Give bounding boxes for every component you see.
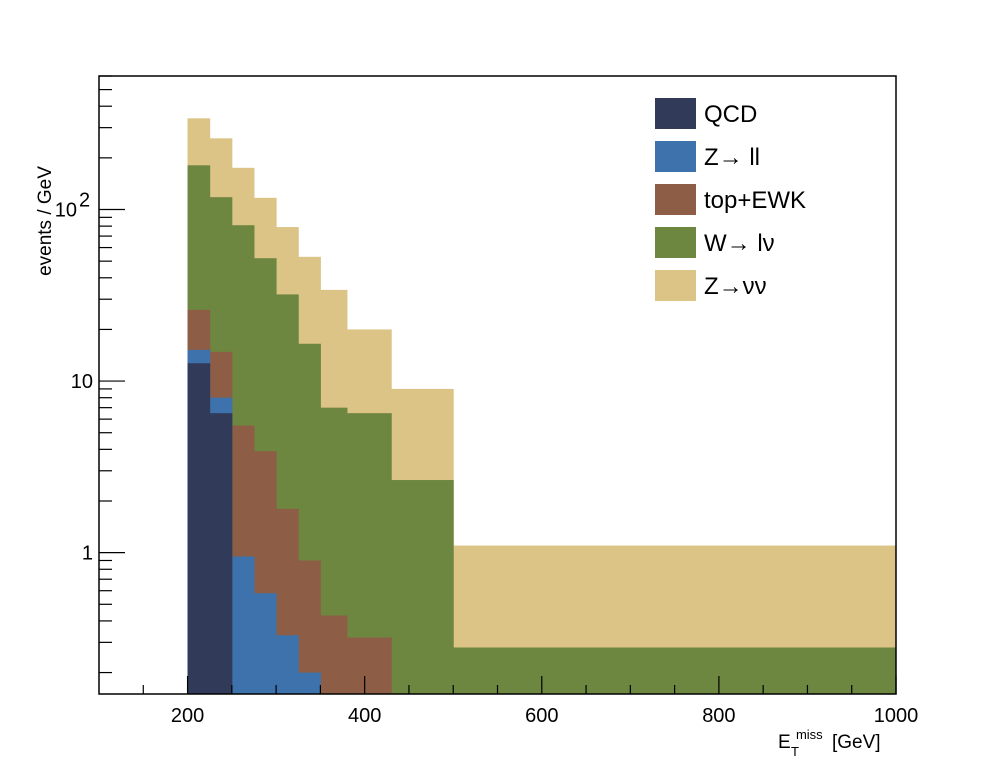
x-tick-label-1000: 1000 <box>874 705 919 727</box>
legend-label-4: Z→νν <box>704 273 767 300</box>
legend: QCD Z→ ll top+EWK W→ lν Z→νν <box>655 98 806 301</box>
bar-2-5 <box>298 560 321 694</box>
legend-swatch-4 <box>655 270 696 301</box>
legend-label-0: QCD <box>704 101 757 128</box>
legend-label-1: Z→ ll <box>704 144 760 171</box>
legend-label-3: W→ lν <box>704 230 775 257</box>
legend-swatch-3 <box>655 227 696 258</box>
x-axis-label-unit: [GeV] <box>832 732 881 753</box>
bar-1-3 <box>253 593 277 694</box>
bar-1-4 <box>276 635 299 694</box>
y-tick-label-10: 10 <box>71 371 93 393</box>
y-tick-label-100: 10 <box>55 200 77 222</box>
bar-2-7 <box>346 637 392 694</box>
bar-0-1 <box>209 413 233 694</box>
y-tick-label-1: 1 <box>82 543 93 565</box>
y-axis-label: events / GeV <box>35 166 56 276</box>
bars-layer <box>187 118 897 695</box>
bar-1-5 <box>298 672 321 694</box>
x-tick-label-800: 800 <box>702 705 735 727</box>
y-tick-label-exp: 2 <box>79 190 90 212</box>
x-axis-label-sub: T <box>791 744 799 759</box>
x-axis-label-sup: miss <box>796 727 823 742</box>
x-tick-label-200: 200 <box>171 705 204 727</box>
legend-label-2: top+EWK <box>704 187 806 214</box>
x-axis-label: E miss [GeV] <box>778 723 881 753</box>
x-axis-label-main: E <box>778 732 791 753</box>
x-axis: 200 400 600 800 1000 <box>142 676 919 727</box>
legend-swatch-1 <box>655 141 696 172</box>
bar-1-2 <box>231 556 255 694</box>
bar-3-8 <box>391 480 454 694</box>
bar-0-0 <box>187 363 211 694</box>
legend-swatch-2 <box>655 184 696 215</box>
bar-2-6 <box>320 615 348 694</box>
x-tick-label-400: 400 <box>348 705 381 727</box>
x-tick-label-600: 600 <box>525 705 558 727</box>
legend-swatch-0 <box>655 98 696 129</box>
